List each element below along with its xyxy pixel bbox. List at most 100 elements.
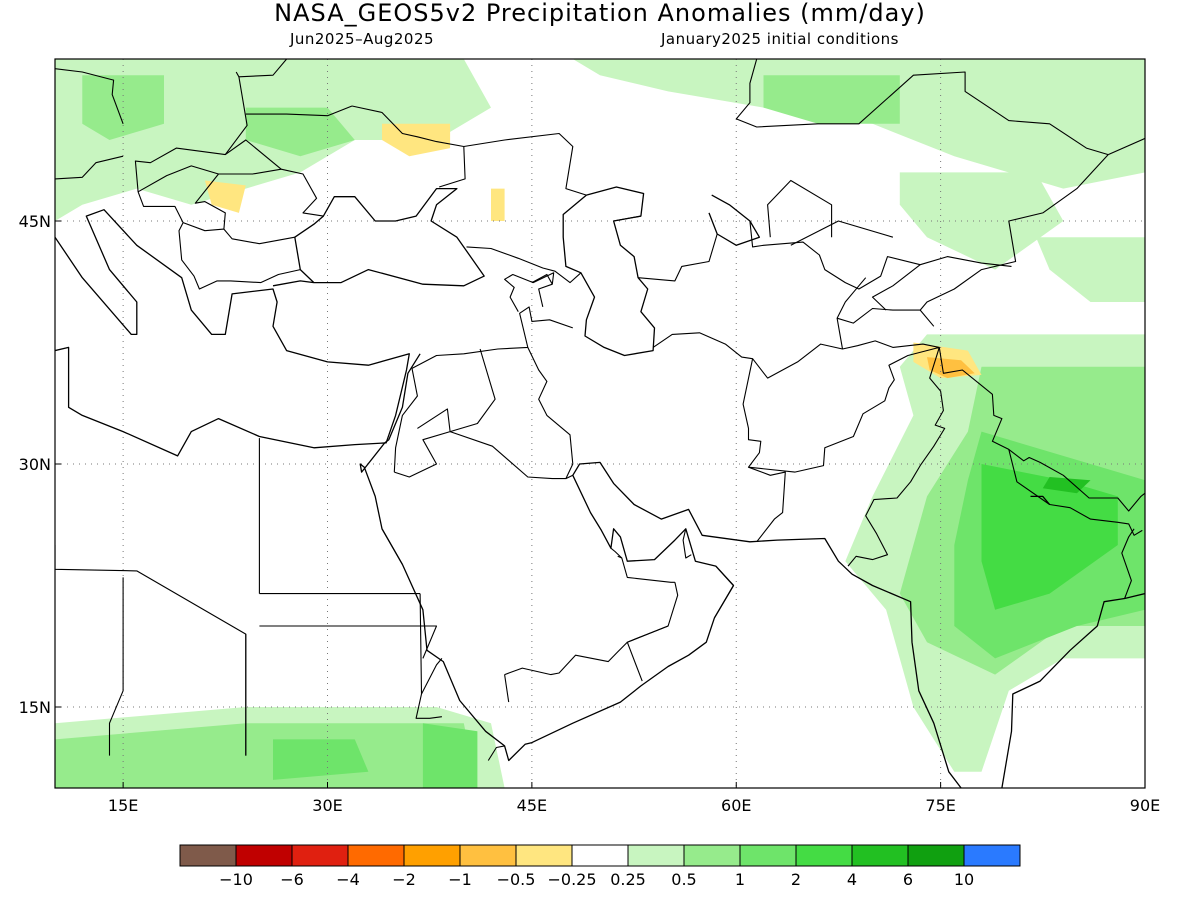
country-border	[790, 220, 894, 246]
anomaly-region	[899, 172, 1064, 270]
legend-label: 2	[791, 870, 801, 889]
lon-tick-label: 30E	[312, 796, 342, 815]
country-border	[351, 105, 466, 188]
country-border	[713, 565, 735, 619]
color-legend: −10 −6 −4 −2 −1 −0.5 −0.25 0.25 0.5 1 2 4 6 10	[179, 844, 1021, 889]
country-border	[1121, 528, 1135, 599]
country-border	[134, 71, 248, 192]
legend-swatch	[963, 844, 1021, 867]
country-border	[178, 222, 301, 290]
coastline	[1030, 495, 1051, 505]
country-border	[1107, 137, 1145, 156]
legend-swatch	[179, 844, 237, 867]
anomaly-region	[927, 357, 975, 379]
legend-swatch	[571, 844, 629, 867]
country-border	[238, 59, 288, 78]
legend-label: 6	[903, 870, 913, 889]
legend-swatch	[291, 844, 349, 867]
anomaly-shading-layer	[55, 59, 1145, 788]
legend-swatch	[459, 844, 517, 867]
country-border	[504, 582, 679, 676]
country-border	[836, 307, 921, 324]
country-border	[55, 68, 124, 124]
country-border	[487, 745, 505, 761]
legend-label: −1	[448, 870, 472, 889]
country-border	[421, 658, 443, 695]
country-border	[245, 105, 353, 117]
map-plot-area	[55, 59, 1145, 788]
country-border	[394, 408, 451, 478]
anomaly-region	[981, 464, 1118, 610]
country-border	[847, 347, 946, 567]
coastline	[1001, 592, 1145, 788]
legend-label: 4	[847, 870, 857, 889]
country-border	[463, 132, 587, 196]
axis-ticks: 15E 30E 45E 60E 75E 90E 45N 30N 15N	[19, 212, 1161, 815]
legend-swatch	[515, 844, 573, 867]
figure-title: NASA_GEOS5v2 Precipitation Anomalies (mm…	[274, 0, 926, 27]
legend-swatch	[235, 844, 293, 867]
country-border	[919, 154, 1109, 327]
country-border	[504, 272, 555, 312]
lat-tick-label: 30N	[19, 455, 51, 474]
country-border	[613, 215, 641, 222]
country-border	[504, 674, 510, 703]
anomaly-region	[273, 739, 369, 780]
country-border	[393, 368, 418, 473]
legend-label: −0.25	[547, 870, 596, 889]
legend-swatch	[347, 844, 405, 867]
legend-label: −2	[392, 870, 416, 889]
coastline	[562, 186, 656, 357]
legend-label: −6	[280, 870, 304, 889]
lon-tick-label: 90E	[1130, 796, 1160, 815]
legend-label: −10	[219, 870, 253, 889]
country-border	[626, 625, 669, 682]
lon-tick-label: 75E	[925, 796, 955, 815]
country-border	[55, 155, 124, 180]
country-border	[652, 332, 940, 379]
legend-label: 10	[954, 870, 974, 889]
legend-swatch	[403, 844, 461, 867]
country-border	[224, 139, 282, 170]
lon-tick-label: 60E	[721, 796, 751, 815]
legend-swatch	[907, 844, 965, 867]
country-border	[610, 547, 623, 559]
coastline	[55, 209, 410, 457]
country-border	[748, 346, 1145, 512]
initial-conditions: January2025 initial conditions	[660, 30, 899, 48]
legend-swatch	[795, 844, 853, 867]
country-border	[735, 59, 1109, 156]
legend-label: −0.5	[497, 870, 536, 889]
country-border	[415, 593, 442, 719]
coastline	[272, 187, 485, 287]
country-border	[531, 273, 553, 285]
anomaly-region	[1036, 237, 1145, 302]
country-border	[194, 168, 324, 230]
country-border	[682, 528, 692, 559]
country-border	[565, 474, 574, 480]
country-border	[871, 256, 1012, 311]
anomaly-region	[422, 723, 478, 788]
legend-swatch	[683, 844, 741, 867]
country-border	[449, 348, 496, 433]
country-border	[742, 358, 786, 543]
lon-tick-label: 45E	[517, 796, 547, 815]
country-border	[381, 528, 403, 565]
country-border	[411, 306, 573, 369]
country-border	[259, 625, 438, 659]
country-border	[449, 347, 574, 480]
lat-tick-label: 45N	[19, 212, 51, 231]
border-layer	[55, 59, 1145, 761]
country-border	[466, 246, 582, 284]
anomaly-region	[55, 723, 478, 788]
country-border	[108, 577, 124, 756]
forecast-period: Jun2025–Aug2025	[289, 30, 434, 48]
legend-label: −4	[336, 870, 360, 889]
lon-tick-label: 15E	[108, 796, 138, 815]
country-border	[638, 233, 718, 282]
country-border	[836, 277, 867, 350]
anomaly-region	[491, 188, 505, 221]
country-border	[749, 220, 921, 290]
anomaly-region	[572, 59, 1145, 189]
